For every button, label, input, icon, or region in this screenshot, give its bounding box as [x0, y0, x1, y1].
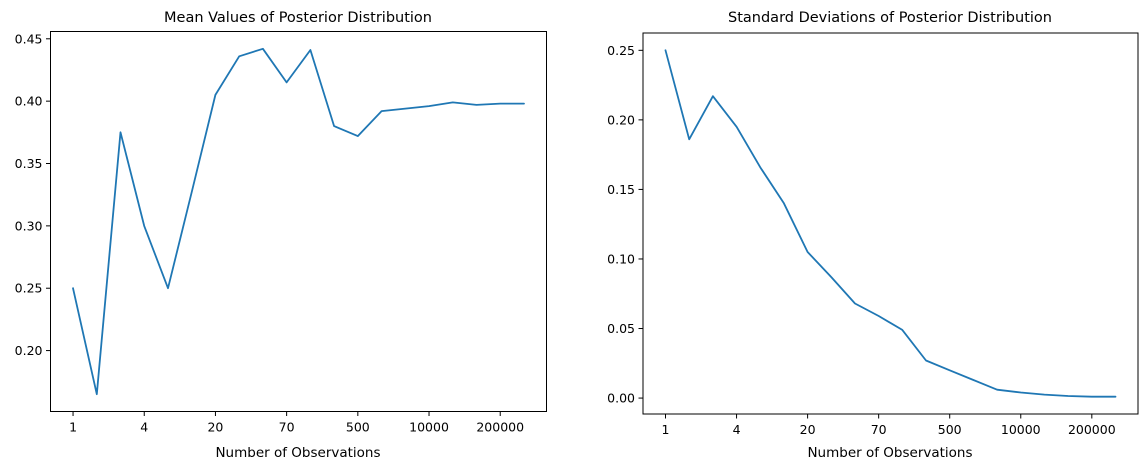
y-tick-label: 0.20	[15, 343, 43, 358]
x-tick-label: 20	[800, 422, 816, 437]
y-tick-label: 0.25	[15, 281, 43, 296]
x-axis-label-std: Number of Observations	[807, 445, 972, 461]
y-tick-label: 0.40	[15, 94, 43, 109]
x-axis-label-mean: Number of Observations	[215, 445, 380, 461]
y-tick-label: 0.15	[607, 182, 635, 197]
chart-title-mean: Mean Values of Posterior Distribution	[164, 10, 432, 26]
y-tick-label: 0.20	[607, 112, 635, 127]
y-tick-label: 0.00	[607, 391, 635, 406]
data-line	[664, 49, 1117, 398]
x-tick-label: 4	[733, 422, 741, 437]
y-tick-label: 0.45	[15, 31, 43, 46]
x-tick-label: 1	[662, 422, 670, 437]
x-tick-label: 10000	[1001, 422, 1041, 437]
x-tick-label: 4	[140, 420, 148, 435]
x-tick-label: 200000	[1068, 422, 1116, 437]
plot-border	[642, 32, 1139, 415]
y-tick-label: 0.30	[15, 218, 43, 233]
chart-std-deviations: 0.00 0.05 0.10 0.15 0.20 0.25 1 4 20 70 500 10000 20…	[607, 32, 1139, 437]
plot-border	[50, 31, 547, 412]
data-line	[72, 47, 525, 396]
x-tick-label: 200000	[476, 420, 524, 435]
x-tick-label: 500	[346, 420, 370, 435]
y-tick-label: 0.05	[607, 321, 635, 336]
chart-mean-values: 0.20 0.25 0.30 0.35 0.40 0.45 1 4 20 70 500 10000 20…	[15, 31, 547, 435]
x-tick-label: 20	[207, 420, 223, 435]
x-tick-label: 70	[279, 420, 295, 435]
y-tick-label: 0.35	[15, 156, 43, 171]
x-tick-label: 500	[938, 422, 962, 437]
x-tick-label: 1	[69, 420, 77, 435]
y-tick-label: 0.10	[607, 251, 635, 266]
chart-title-std: Standard Deviations of Posterior Distrib…	[728, 10, 1052, 26]
y-tick-label: 0.25	[607, 43, 635, 58]
x-tick-label: 10000	[409, 420, 449, 435]
x-tick-label: 70	[871, 422, 887, 437]
